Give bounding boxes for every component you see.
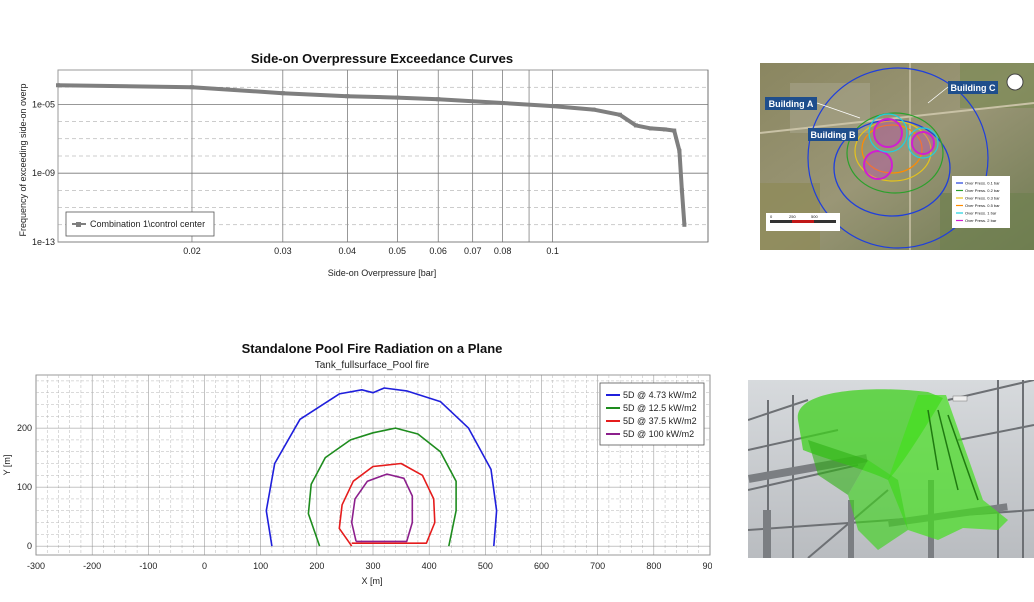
data-point: [677, 148, 682, 153]
y-axis-label: Frequency of exceeding side-on overp: [18, 83, 28, 236]
map-legend: Over Press. 0.1 bar Over Press. 0.2 bar Ov…: [952, 176, 1010, 228]
map-legend-label: Over Press. 2 bar: [965, 218, 997, 223]
data-point: [672, 128, 677, 133]
data-point: [345, 94, 350, 99]
x-axis-label: X [m]: [361, 576, 382, 586]
pool-fire-chart: Standalone Pool Fire Radiation on a Plan…: [2, 341, 718, 586]
chart-subtitle: Tank_fullsurface_Pool fire: [315, 360, 430, 371]
legend-label: 5D @ 37.5 kW/m2: [623, 416, 697, 426]
legend-marker: [76, 222, 81, 227]
y-tick-label: 1e-05: [32, 99, 55, 109]
data-point: [591, 107, 596, 112]
legend-label: 5D @ 12.5 kW/m2: [623, 403, 697, 413]
data-point: [436, 97, 441, 102]
north-arrow-icon: [1006, 73, 1024, 91]
legend-box: [65, 211, 215, 237]
scale-label-250: 250: [789, 214, 796, 219]
x-tick-label: -100: [139, 561, 157, 571]
y-axis-label: Y [m]: [2, 455, 12, 476]
legend-label: Combination 1\control center: [90, 219, 205, 229]
chart-title: Side-on Overpressure Exceedance Curves: [251, 51, 513, 66]
chart-title: Standalone Pool Fire Radiation on a Plan…: [242, 341, 503, 356]
svg-text:Building C: Building C: [951, 83, 996, 93]
overpressure-chart-panel: Side-on Overpressure Exceedance Curves 0…: [0, 42, 712, 282]
x-tick-label: 0.03: [274, 246, 292, 256]
svg-text:Building B: Building B: [811, 130, 856, 140]
x-tick-label: 500: [478, 561, 493, 571]
x-tick-label: 400: [422, 561, 437, 571]
data-point: [280, 91, 285, 96]
building-label-b: Building B: [808, 128, 858, 141]
flame-envelope: [797, 389, 1008, 550]
x-tick-label: -300: [27, 561, 45, 571]
fire-3d-render-panel: [747, 379, 1034, 559]
x-axis-label: Side-on Overpressure [bar]: [328, 268, 437, 278]
data-point: [189, 85, 194, 90]
x-tick-label: 0.04: [339, 246, 357, 256]
x-tick-label: 100: [253, 561, 268, 571]
x-tick-label: 200: [309, 561, 324, 571]
x-tick-label: 0: [202, 561, 207, 571]
x-tick-label: 300: [365, 561, 380, 571]
tag-label: [952, 395, 968, 402]
data-point: [648, 126, 653, 131]
x-tick-label: 0.08: [494, 246, 512, 256]
data-point: [682, 222, 687, 227]
legend-label: 5D @ 4.73 kW/m2: [623, 390, 697, 400]
contour-line: [350, 473, 414, 543]
data-point: [395, 95, 400, 100]
legend: Combination 1\control center: [65, 211, 215, 237]
x-tick-label: 0.05: [389, 246, 407, 256]
svg-text:Building A: Building A: [769, 99, 814, 109]
fire-3d-render: [747, 379, 1034, 559]
x-tick-label: 900: [702, 561, 712, 571]
contour-line: [265, 387, 498, 547]
pool-fire-chart-panel: Standalone Pool Fire Radiation on a Plan…: [0, 335, 718, 597]
site-map-image: Building A Building B Building C Over Pr…: [759, 63, 1034, 250]
y-tick-label: 1e-09: [32, 168, 55, 178]
building-label-c: Building C: [927, 81, 998, 104]
x-tick-label: 600: [534, 561, 549, 571]
overpressure-contours: [807, 67, 989, 249]
map-legend-label: Over Press. 0.5 bar: [965, 203, 1000, 208]
overpressure-chart: Side-on Overpressure Exceedance Curves 0…: [18, 51, 709, 278]
site-map-panel: Building A Building B Building C Over Pr…: [759, 63, 1034, 250]
x-tick-label: 0.07: [464, 246, 482, 256]
data-point: [662, 127, 667, 132]
y-tick-label: 0: [27, 541, 32, 551]
map-legend-label: Over Press. 1 bar: [965, 211, 997, 216]
building-label-a: Building A: [765, 97, 861, 119]
x-tick-label: 700: [590, 561, 605, 571]
data-point: [56, 83, 60, 88]
map-legend-label: Over Press. 0.3 bar: [965, 196, 1000, 201]
y-tick-label: 200: [17, 423, 32, 433]
data-point: [633, 123, 638, 128]
map-legend-label: Over Press. 0.1 bar: [965, 181, 1000, 186]
map-scale-bar: 0 250 500: [766, 213, 840, 231]
legend-label: 5D @ 100 kW/m2: [623, 429, 694, 439]
x-tick-label: 0.06: [429, 246, 447, 256]
y-tick-label: 100: [17, 482, 32, 492]
data-point: [679, 188, 684, 193]
map-legend-label: Over Press. 0.2 bar: [965, 188, 1000, 193]
x-tick-label: 800: [646, 561, 661, 571]
y-tick-label: 1e-13: [32, 237, 55, 247]
contour-line: [307, 427, 457, 547]
x-tick-label: 0.1: [546, 246, 559, 256]
data-point: [550, 104, 555, 109]
x-tick-label: 0.02: [183, 246, 201, 256]
data-point: [500, 101, 505, 106]
x-tick-label: -200: [83, 561, 101, 571]
scale-label-500: 500: [811, 214, 818, 219]
contour-line: [338, 462, 436, 547]
legend: 5D @ 4.73 kW/m2 5D @ 12.5 kW/m2 5D @ 37.5 …: [599, 382, 705, 446]
scale-label-0: 0: [770, 214, 773, 219]
data-point: [617, 112, 622, 117]
